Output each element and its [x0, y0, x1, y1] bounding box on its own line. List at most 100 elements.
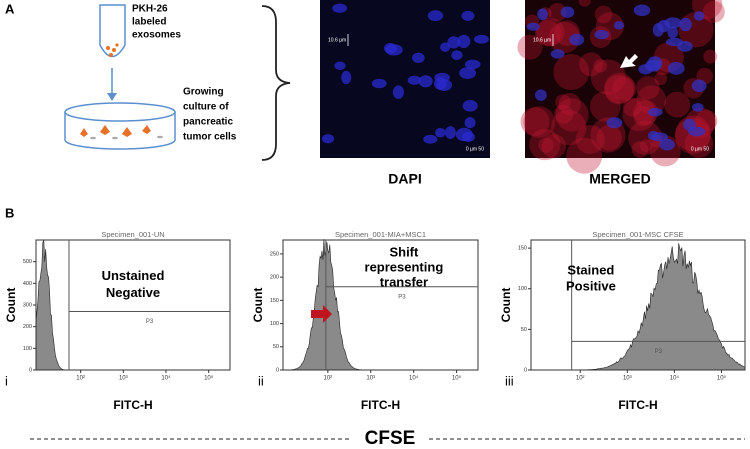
histogram [531, 243, 746, 371]
scale-label: 10.6 µm [533, 37, 551, 43]
red-stain [593, 59, 608, 73]
y-tick-label: 200 [270, 275, 279, 281]
red-stain [548, 22, 580, 54]
nucleus [436, 79, 453, 91]
annotation: representing [365, 259, 444, 274]
panel-numeral: i [5, 373, 8, 388]
nucleus [461, 10, 475, 21]
nucleus [444, 126, 456, 140]
nucleus [371, 78, 387, 89]
nucleus [652, 23, 664, 37]
nucleus [407, 75, 422, 85]
nucleus [464, 59, 481, 70]
x-tick-label: 10⁵ [452, 375, 462, 382]
red-stain [633, 99, 659, 125]
red-stain [555, 94, 571, 110]
y-tick-label: 400 [23, 281, 32, 287]
nucleus [427, 10, 444, 22]
nucleus [560, 6, 575, 18]
label-line: PKH-26 [132, 4, 168, 15]
histogram-plot: Specimen_001-UN P3 Unstained Negative 0 100 20… [4, 230, 231, 412]
nucleus [384, 42, 397, 54]
red-stain [703, 49, 718, 64]
red-stain [538, 137, 554, 153]
nucleus [451, 50, 463, 61]
y-tick-label: 100 [518, 286, 527, 292]
footer-bg [352, 428, 428, 448]
y-axis-label: Count [499, 288, 513, 323]
y-tick-label: 100 [270, 321, 279, 327]
y-tick-label: 200 [23, 324, 32, 330]
exosomes [106, 43, 119, 57]
red-stain [622, 97, 656, 132]
nucleus [457, 34, 471, 49]
red-stain [536, 17, 565, 47]
red-stain [523, 106, 556, 138]
label-line: tumor cells [183, 132, 237, 143]
nucleus [341, 70, 352, 85]
y-tick-label: 250 [270, 251, 279, 257]
y-tick-label: 50 [273, 344, 279, 350]
red-arrow [311, 305, 332, 323]
nucleus [647, 107, 663, 117]
y-tick-label: 50 [521, 327, 527, 333]
red-stain [590, 59, 626, 95]
annotation: Shift [389, 244, 419, 259]
red-stain [575, 124, 605, 154]
footer-label: CFSE [365, 428, 416, 449]
nucleus [434, 72, 450, 83]
annotation: transfer [380, 274, 428, 289]
x-tick-label: 10⁵ [717, 375, 727, 382]
red-stain [548, 3, 567, 22]
nucleus [691, 79, 707, 93]
red-stain [534, 19, 562, 47]
scale-label: 10.6 µm [328, 37, 346, 43]
histogram-plot: Specimen_001-MIA+MSC1 P3 Shiftrepresenting… [251, 230, 479, 412]
red-stain [558, 93, 581, 116]
tube [99, 4, 126, 58]
panel-numeral: ii [258, 373, 264, 388]
red-stain [664, 91, 691, 118]
red-stain [604, 74, 634, 105]
nucleus [534, 89, 547, 101]
x-tick-label: 10² [576, 376, 585, 382]
micrograph: 10.6 µm 0 µm 50 MERGED [517, 0, 725, 187]
dish [64, 102, 176, 150]
red-stain [579, 52, 604, 77]
red-stain [623, 98, 642, 117]
x-axis-label: FITC-H [113, 398, 152, 412]
red-stain [566, 137, 603, 174]
y-tick-label: 0 [276, 367, 279, 373]
x-tick-label: 10⁵ [204, 375, 214, 382]
x-tick-label: 10⁴ [161, 375, 171, 382]
nucleus [473, 34, 489, 44]
nucleus [606, 117, 623, 129]
nucleus [526, 22, 540, 31]
nucleus [462, 100, 478, 112]
red-stain [553, 54, 590, 91]
gate-label: P3 [655, 349, 663, 355]
nucleus [334, 61, 346, 70]
nucleus [693, 11, 705, 21]
red-stain [541, 134, 567, 159]
plot-frame [35, 239, 231, 371]
tube-label: PKH-26 labeled exosomes [132, 4, 181, 41]
plot-title: Specimen_001-MSC CFSE [592, 230, 683, 239]
plot-frame [282, 239, 479, 371]
nucleus [550, 49, 565, 59]
nucleus [464, 117, 476, 129]
nucleus [537, 8, 548, 21]
nucleus [459, 67, 477, 79]
red-stain [684, 129, 714, 158]
x-tick-label: 10² [76, 376, 85, 382]
plot-frame [530, 239, 746, 371]
nucleus [412, 52, 425, 63]
annotation: Positive [566, 279, 616, 294]
red-stain [594, 5, 613, 24]
red-stain [596, 125, 622, 151]
x-tick-label: 10² [324, 376, 333, 382]
nucleus [665, 37, 684, 47]
x-tick-label: 10³ [366, 376, 375, 382]
